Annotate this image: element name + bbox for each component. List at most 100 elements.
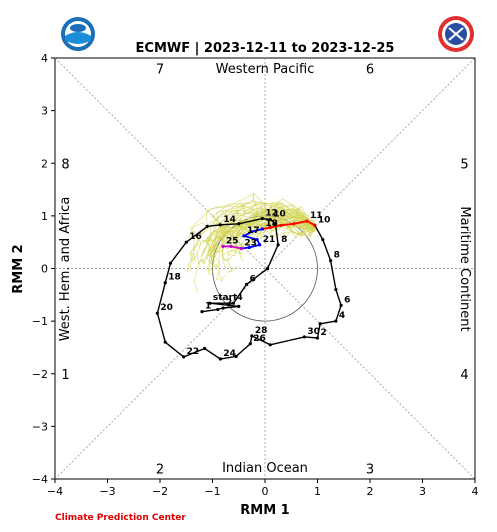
ensemble-member-line [221, 222, 315, 271]
y-tick-label: −2 [32, 368, 48, 381]
observed-day-label: 12 [265, 209, 278, 219]
mean_week2-point [242, 234, 246, 238]
observed-point [268, 217, 272, 222]
observed-day-label: 10 [273, 210, 286, 220]
mean_week2-day-label: 21 [263, 235, 276, 245]
observed-day-label: 28 [255, 326, 268, 336]
observed-point [302, 335, 306, 339]
x-tick-label: 0 [262, 485, 269, 498]
mean_week2-day-label: 23 [244, 239, 257, 249]
mean_week1-point [313, 223, 317, 227]
y-tick-label: 1 [41, 210, 48, 223]
observed-point [221, 306, 225, 310]
observed-point [216, 307, 220, 312]
observed-point [231, 301, 236, 305]
ensemble-member-line [221, 222, 317, 261]
observed-day-label: 16 [189, 232, 202, 242]
observed-day-label: 30 [307, 327, 320, 337]
ensemble-member-line [186, 203, 315, 273]
observed-point [245, 282, 249, 286]
region-left: West. Hem. and Africa [58, 197, 73, 342]
observed-point [260, 216, 264, 221]
phase-number: 1 [61, 368, 69, 383]
observed-day-label: 14 [223, 215, 236, 225]
ensemble-member-line [211, 204, 316, 250]
y-tick-label: −1 [32, 315, 48, 328]
y-tick-label: 4 [41, 52, 48, 65]
observed-day-label: 6 [250, 274, 256, 284]
credit-text: Climate Prediction Center [55, 513, 186, 523]
y-tick-label: 2 [41, 157, 48, 170]
observed-point [268, 343, 272, 347]
observed-point [182, 355, 186, 359]
mean_week3-day-label: 25 [226, 236, 239, 246]
observed-point [237, 304, 241, 308]
mean_week1-day-label: 18 [265, 219, 278, 229]
ensemble-member-line [196, 224, 315, 266]
observed-point [237, 222, 241, 226]
observed-day-label: 4 [339, 311, 345, 321]
observed-point [203, 346, 207, 351]
x-tick-label: 2 [367, 485, 374, 498]
ensemble-member-line [201, 201, 315, 243]
observed-point [184, 240, 188, 244]
x-tick-label: −2 [152, 485, 168, 498]
phase-labels: 7 68 51 42 3 [61, 63, 468, 478]
observed-point [339, 303, 343, 307]
observed-point [218, 357, 222, 361]
observed-point [208, 301, 212, 305]
y-tick-label: −3 [32, 420, 48, 433]
mean_week1-day-label: 11 [310, 211, 323, 221]
x-tick-label: −3 [99, 485, 115, 498]
phase-number: 3 [366, 462, 374, 477]
observed-day-label: 20 [160, 303, 173, 313]
phase-number: 4 [460, 368, 468, 383]
observed-point [321, 237, 325, 242]
ensemble-member-line [226, 218, 316, 273]
region-labels: Western Pacific Indian Ocean West. Hem. … [58, 62, 472, 476]
phase-number: 6 [366, 63, 374, 78]
mean_week1-point [279, 223, 283, 227]
observed-point [218, 223, 222, 227]
observed-day-label: 1 [205, 302, 211, 312]
observed-point [200, 310, 204, 314]
x-tick-label: 1 [314, 485, 321, 498]
observed-point [248, 342, 252, 346]
x-axis-label: RMM 1 [240, 503, 289, 518]
observed-day-label: start [213, 293, 238, 303]
mean_week2-point [250, 230, 254, 234]
observed-point [250, 334, 254, 338]
region-right: Maritime Continent [457, 206, 472, 331]
x-tick-label: −4 [47, 485, 63, 498]
mean_week3-point [229, 244, 233, 248]
mean_week2-point [260, 227, 264, 231]
observed-point [276, 243, 280, 247]
observed-point [334, 287, 338, 292]
observed-point [266, 266, 270, 271]
x-tick-label: 4 [472, 485, 479, 498]
observed-point [163, 340, 167, 344]
chart-title: ECMWF | 2023-12-11 to 2023-12-25 [136, 41, 395, 56]
observed-point [205, 224, 209, 228]
mean_week1-point [268, 225, 272, 230]
phase-number: 8 [61, 157, 69, 172]
y-axis-label: RMM 2 [11, 244, 26, 293]
observed-point [329, 259, 333, 263]
observed-day-label: 8 [334, 251, 340, 261]
region-top: Western Pacific [216, 62, 315, 77]
observed-point [318, 322, 322, 326]
phase-number: 5 [460, 157, 468, 172]
ensemble-member-line [189, 193, 315, 256]
observed-day-label: 24 [223, 349, 236, 359]
phase-number: 7 [156, 63, 164, 78]
mean_week2-day-label: 17 [247, 226, 260, 236]
mean_week1-point [292, 222, 296, 226]
mean_week2-point [258, 243, 262, 247]
observed-point [334, 319, 338, 323]
observed-point [168, 261, 173, 265]
observed-day-label: 2 [321, 328, 327, 338]
nws-logo [438, 16, 474, 52]
